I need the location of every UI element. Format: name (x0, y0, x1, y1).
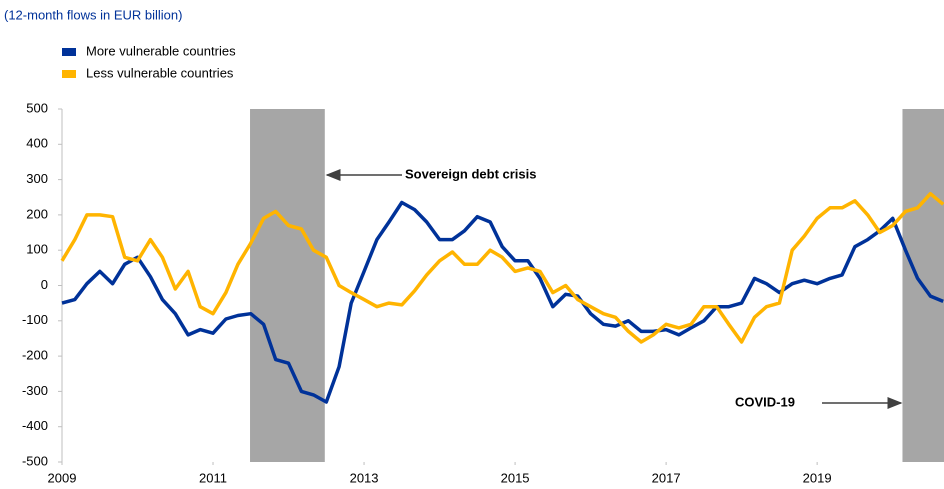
chart-subtitle: (12-month flows in EUR billion) (4, 7, 182, 22)
y-tick-label: -100 (22, 312, 48, 327)
legend-label: Less vulnerable countries (86, 65, 234, 80)
shaded-period (250, 109, 325, 462)
x-tick-label: 2019 (803, 470, 832, 485)
y-tick-label: -300 (22, 383, 48, 398)
y-tick-label: 300 (26, 171, 48, 186)
annotation: COVID-19 (735, 394, 795, 409)
y-tick-label: -400 (22, 418, 48, 433)
x-tick-label: 2013 (350, 470, 379, 485)
legend-marker (62, 70, 76, 78)
x-tick-label: 2017 (652, 470, 681, 485)
y-tick-label: 500 (26, 100, 48, 115)
x-tick-label: 2009 (48, 470, 77, 485)
series-line (61, 200, 944, 404)
series-line (60, 191, 944, 344)
legend-label: More vulnerable countries (86, 43, 236, 58)
x-tick-label: 2011 (199, 470, 227, 485)
y-tick-label: 0 (41, 277, 48, 292)
y-tick-label: 200 (26, 206, 48, 221)
x-tick-label: 2015 (501, 470, 530, 485)
legend-marker (62, 48, 76, 56)
y-tick-label: -200 (22, 348, 48, 363)
y-tick-label: 100 (26, 242, 48, 257)
y-tick-label: -500 (22, 453, 48, 468)
annotation: Sovereign debt crisis (405, 166, 537, 181)
y-tick-label: 400 (26, 136, 48, 151)
